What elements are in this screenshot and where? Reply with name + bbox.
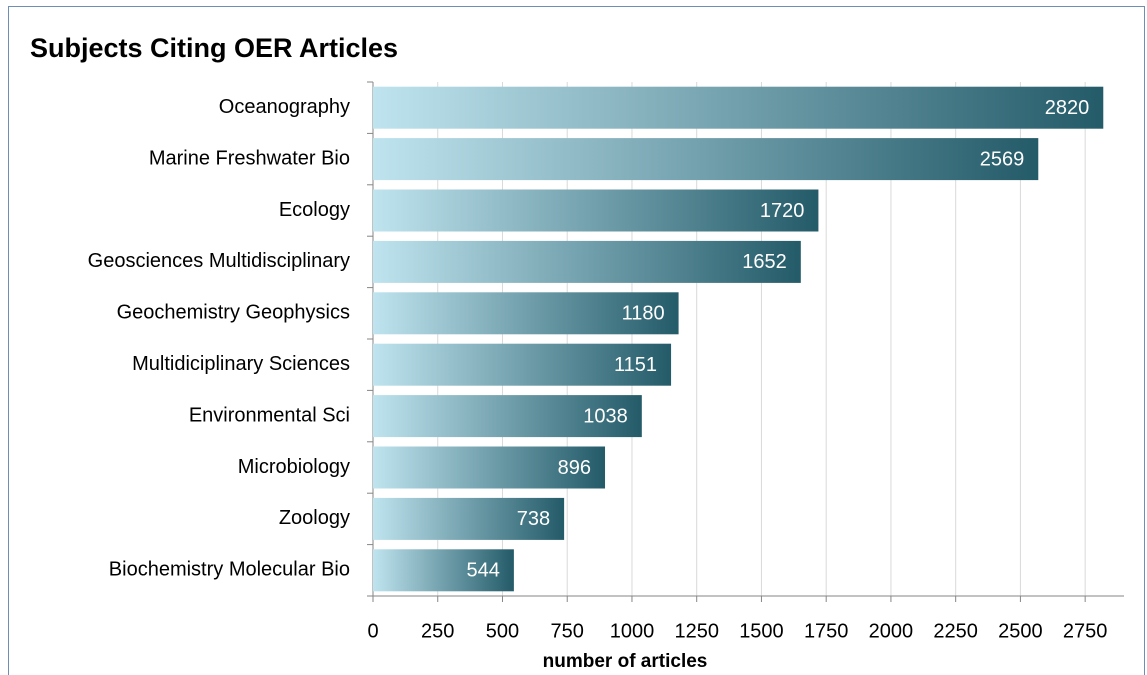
value-label: 1151 <box>614 354 657 376</box>
x-tick-label: 1250 <box>674 620 719 642</box>
y-tick-label: Environmental Sci <box>189 404 350 426</box>
bar <box>373 292 679 335</box>
x-tick-label: 2750 <box>1063 620 1108 642</box>
x-tick-label: 1000 <box>610 620 655 642</box>
bar <box>373 86 1104 129</box>
x-tick-label: 750 <box>551 620 584 642</box>
bar <box>373 138 1039 181</box>
chart-title: Subjects Citing OER Articles <box>30 33 398 63</box>
y-tick-label: Oceanography <box>219 96 350 118</box>
x-tick-label: 1750 <box>804 620 849 642</box>
value-label: 1038 <box>583 405 628 427</box>
value-label: 2820 <box>1045 97 1090 119</box>
x-tick-label: 2000 <box>869 620 914 642</box>
bar <box>373 189 819 232</box>
value-label: 1652 <box>742 251 787 273</box>
bar <box>373 446 606 489</box>
x-axis-title: number of articles <box>543 651 708 672</box>
bar <box>373 240 801 283</box>
value-label: 1180 <box>622 303 665 325</box>
value-label: 544 <box>467 560 500 582</box>
bar <box>373 497 565 540</box>
value-label: 738 <box>517 508 550 530</box>
bar <box>373 343 672 386</box>
y-tick-label: Biochemistry Molecular Bio <box>109 559 350 581</box>
y-tick-label: Geochemistry Geophysics <box>117 302 350 324</box>
y-tick-label: Microbiology <box>238 456 350 478</box>
bar <box>373 549 514 592</box>
y-tick-label: Geosciences Multidisciplinary <box>88 250 350 272</box>
x-tick-label: 2500 <box>998 620 1043 642</box>
x-tick-label: 0 <box>367 620 378 642</box>
x-tick-label: 2250 <box>933 620 978 642</box>
x-tick-label: 1500 <box>739 620 784 642</box>
x-tick-label: 500 <box>486 620 519 642</box>
y-tick-label: Zoology <box>279 507 350 529</box>
y-tick-label: Multidiciplinary Sciences <box>132 353 350 375</box>
value-label: 2569 <box>980 148 1025 170</box>
value-label: 896 <box>558 457 591 479</box>
bar <box>373 395 642 438</box>
chart-border <box>8 6 1145 675</box>
x-tick-label: 250 <box>421 620 454 642</box>
y-tick-label: Ecology <box>279 199 350 221</box>
value-label: 1720 <box>760 200 805 222</box>
y-tick-label: Marine Freshwater Bio <box>149 147 350 169</box>
